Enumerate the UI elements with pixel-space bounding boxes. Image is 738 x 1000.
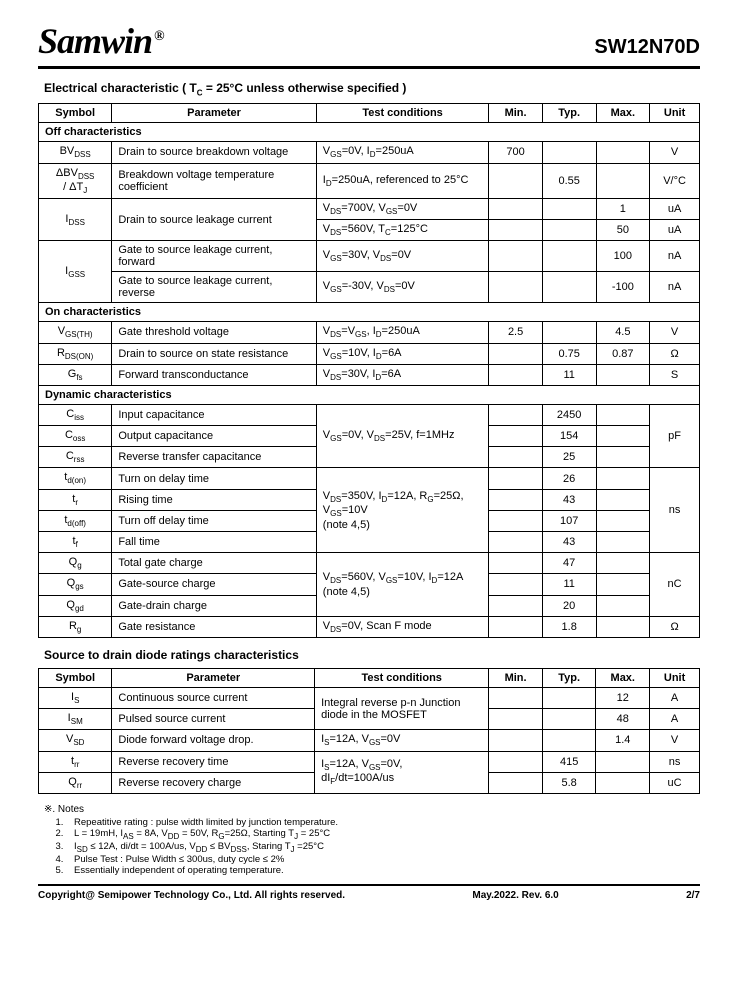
table-row: IDSS Drain to source leakage current VDS… <box>39 198 700 219</box>
table-row: IGSS Gate to source leakage current, for… <box>39 241 700 272</box>
note-item: Repeatitive rating : pulse width limited… <box>66 817 700 828</box>
note-item: L = 19mH, IAS = 8A, VDD = 50V, RG=25Ω, S… <box>66 828 700 841</box>
diode-table: Symbol Parameter Test conditions Min. Ty… <box>38 668 700 794</box>
electrical-table: Symbol Parameter Test conditions Min. Ty… <box>38 103 700 638</box>
header-row: Symbol Parameter Test conditions Min. Ty… <box>39 668 700 687</box>
table-row: RDS(ON) Drain to source on state resista… <box>39 343 700 364</box>
logo-text: Samwin <box>38 21 152 61</box>
group-off: Off characteristics <box>39 123 700 142</box>
table-row: Gate to source leakage current, reverse … <box>39 272 700 303</box>
table-row: BVDSS Drain to source breakdown voltage … <box>39 142 700 163</box>
table-row: Gfs Forward transconductance VDS=30V, ID… <box>39 364 700 385</box>
logo: Samwin® <box>38 20 164 62</box>
footer-page: 2/7 <box>686 890 700 901</box>
col-cond: Test conditions <box>316 104 489 123</box>
section1-title: Electrical characteristic ( TC = 25°C un… <box>44 81 700 97</box>
col-symbol: Symbol <box>39 104 112 123</box>
col-typ: Typ. <box>542 104 596 123</box>
notes: ※. Notes Repeatitive rating : pulse widt… <box>38 804 700 876</box>
table-row: ΔBVDSS/ ΔTJ Breakdown voltage temperatur… <box>39 163 700 198</box>
footer-rev: May.2022. Rev. 6.0 <box>472 890 558 901</box>
table-row: QgTotal gate charge VDS=560V, VGS=10V, I… <box>39 553 700 574</box>
col-param: Parameter <box>112 104 316 123</box>
table-row: CissInput capacitance VGS=0V, VDS=25V, f… <box>39 404 700 425</box>
table-row: td(on)Turn on delay time VDS=350V, ID=12… <box>39 468 700 489</box>
col-min: Min. <box>489 104 542 123</box>
page-header: Samwin® SW12N70D <box>38 20 700 69</box>
page-footer: Copyright@ Semipower Technology Co., Ltd… <box>38 884 700 901</box>
group-on: On characteristics <box>39 303 700 322</box>
table-row: RgGate resistance VDS=0V, Scan F mode 1.… <box>39 616 700 637</box>
section2-title: Source to drain diode ratings characteri… <box>44 648 700 662</box>
footer-copyright: Copyright@ Semipower Technology Co., Ltd… <box>38 890 345 901</box>
part-number: SW12N70D <box>594 36 700 59</box>
note-item: ISD ≤ 12A, di/dt = 100A/us, VDD ≤ BVDSS,… <box>66 841 700 854</box>
table-row: trrReverse recovery time IS=12A, VGS=0V,… <box>39 751 700 772</box>
note-item: Essentially independent of operating tem… <box>66 865 700 876</box>
col-unit: Unit <box>650 104 700 123</box>
note-item: Pulse Test : Pulse Width ≤ 300us, duty c… <box>66 854 700 865</box>
header-row: Symbol Parameter Test conditions Min. Ty… <box>39 104 700 123</box>
col-max: Max. <box>596 104 650 123</box>
notes-title: ※. Notes <box>44 804 700 815</box>
group-dyn: Dynamic characteristics <box>39 385 700 404</box>
reg-mark: ® <box>154 29 163 44</box>
table-row: VSDDiode forward voltage drop. IS=12A, V… <box>39 730 700 751</box>
table-row: ISContinuous source current Integral rev… <box>39 687 700 708</box>
table-row: VGS(TH) Gate threshold voltage VDS=VGS, … <box>39 322 700 343</box>
